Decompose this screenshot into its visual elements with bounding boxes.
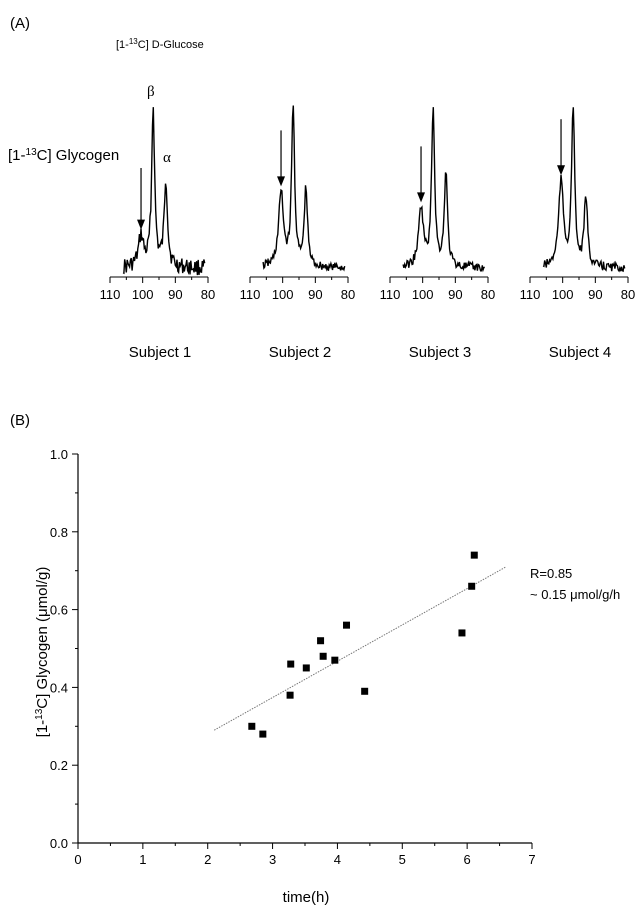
y-tick-label: 0.6: [50, 603, 68, 618]
rate-annotation: ~ 0.15 μmol/g/h: [530, 587, 620, 602]
subject-label: Subject 4: [549, 344, 612, 361]
y-tick-label: 0.4: [50, 680, 68, 695]
data-point: [302, 664, 310, 672]
x-axis-label: time(h): [283, 889, 330, 906]
arrow-head: [417, 192, 426, 203]
data-point: [319, 652, 327, 660]
x-tick-label: 5: [399, 852, 406, 867]
x-tick-label: 6: [464, 852, 471, 867]
panel-a-label: (A): [10, 15, 30, 32]
tick-label: 110: [380, 287, 401, 302]
subject-label: Subject 3: [409, 344, 472, 361]
subject-label: Subject 1: [129, 344, 192, 361]
spectrum-line: [542, 107, 626, 273]
data-point: [286, 691, 294, 699]
tick-label: 100: [552, 287, 574, 302]
spectrum-line: [262, 105, 346, 272]
arrow-head: [557, 165, 566, 176]
data-point: [468, 582, 476, 590]
spectra-panel: 110 100 90 80 Subject 1 110 100 90 80 Subject 2 11…: [100, 105, 635, 361]
x-tick-label: 0: [74, 852, 81, 867]
data-point: [470, 551, 478, 559]
tick-label: 90: [168, 287, 182, 302]
beta-label: β: [147, 84, 155, 100]
r-annotation: R=0.85: [530, 566, 572, 581]
spectrum-line: [122, 107, 206, 276]
tick-label: 80: [201, 287, 215, 302]
tick-label: 80: [481, 287, 495, 302]
subject-label: Subject 2: [269, 344, 332, 361]
tick-label: 100: [272, 287, 294, 302]
tick-label: 100: [412, 287, 434, 302]
x-tick-label: 2: [204, 852, 211, 867]
arrow-head: [277, 176, 286, 187]
x-tick-label: 7: [528, 852, 535, 867]
y-tick-label: 1.0: [50, 447, 68, 462]
y-tick-label: 0.0: [50, 836, 68, 851]
tick-label: 110: [240, 287, 261, 302]
tick-label: 80: [341, 287, 355, 302]
tick-label: 80: [621, 287, 635, 302]
tick-label: 90: [448, 287, 462, 302]
alpha-label: α: [163, 150, 171, 166]
data-point: [287, 660, 295, 668]
x-tick-label: 3: [269, 852, 276, 867]
glycogen-label: [1-13C] Glycogen: [8, 147, 119, 164]
data-point: [361, 687, 369, 695]
data-point: [248, 722, 256, 730]
data-point: [331, 656, 339, 664]
data-point: [458, 629, 466, 637]
tick-label: 90: [588, 287, 602, 302]
data-point: [259, 730, 267, 738]
data-point: [317, 637, 325, 645]
regression-line: [213, 566, 507, 731]
tick-label: 110: [520, 287, 541, 302]
y-tick-label: 0.2: [50, 758, 68, 773]
panel-b-label: (B): [10, 412, 30, 429]
tick-label: 110: [100, 287, 121, 302]
arrow-head: [137, 219, 146, 230]
y-axis-label: [1-13C] Glycogen (μmol/g): [34, 567, 51, 738]
x-tick-label: 1: [139, 852, 146, 867]
tick-label: 90: [308, 287, 322, 302]
data-point: [343, 621, 351, 629]
x-tick-label: 4: [334, 852, 341, 867]
y-tick-label: 0.8: [50, 525, 68, 540]
spectrum-line: [402, 107, 485, 273]
glucose-header: [1-13C] D-Glucose: [116, 37, 204, 51]
scatter-panel: 0.0 0.2 0.4 0.6 0.8 1.0 0 1 2 3 4 5 6 7: [50, 447, 536, 867]
tick-label: 100: [132, 287, 154, 302]
